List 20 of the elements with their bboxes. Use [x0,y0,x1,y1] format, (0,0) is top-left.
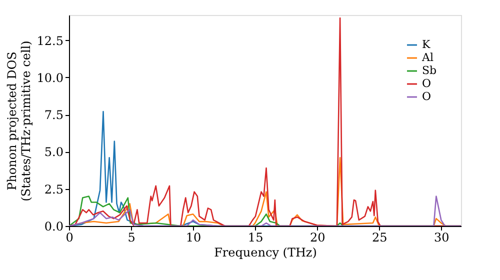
legend-label: Sb [422,64,437,77]
legend-label: Al [421,51,434,64]
legend-label: K [422,38,431,51]
y-tick-label: 2.5 [44,182,64,196]
x-tick-label: 20 [310,230,326,244]
y-tick-label: 12.5 [36,34,64,48]
legend-label: O [422,77,432,90]
x-tick-label: 15 [248,230,264,244]
x-tick-label: 5 [128,230,136,244]
x-axis-title: Frequency (THz) [214,246,317,260]
x-tick-label: 25 [372,230,388,244]
y-axis-title: Phonon projected DOS (States/THz·primitive cell) [4,40,33,202]
x-tick-label: 0 [66,230,74,244]
legend-label: O [422,90,432,103]
x-tick-label: 30 [434,230,450,244]
y-tick-label: 7.5 [44,108,64,122]
x-tick-label: 10 [186,230,202,244]
y-tick-label: 5.0 [44,145,64,160]
y-tick-label: 0.0 [44,220,64,234]
y-tick-label: 10.0 [36,70,64,85]
